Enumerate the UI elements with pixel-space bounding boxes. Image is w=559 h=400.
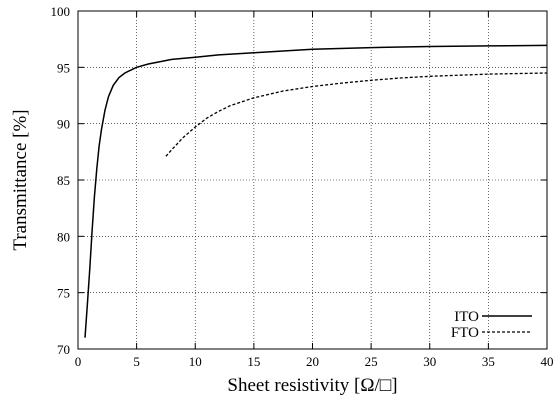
plot-frame	[77, 10, 548, 350]
data-series	[84, 44, 548, 338]
x-tick-label: 25	[365, 354, 378, 369]
x-tick-label: 10	[189, 354, 202, 369]
y-tick-label: 85	[57, 173, 70, 188]
x-tick-label: 40	[541, 354, 554, 369]
y-axis-label: Transmittance [%]	[10, 109, 31, 250]
y-tick-label: 90	[57, 117, 70, 132]
x-tick-label: 15	[247, 354, 260, 369]
legend-label-fto: FTO	[451, 325, 479, 341]
y-tick-label: 75	[57, 286, 70, 301]
series-line-ito	[84, 44, 548, 338]
x-tick-label: 30	[423, 354, 436, 369]
x-tick-label: 5	[133, 354, 140, 369]
y-tick-label: 100	[51, 4, 71, 19]
legend-label-ito: ITO	[454, 309, 479, 325]
x-axis-label: Sheet resistivity [Ω/□]	[227, 375, 397, 396]
series-line-fto	[165, 72, 548, 157]
grid-lines	[78, 11, 547, 349]
x-tick-label: 20	[306, 354, 319, 369]
x-tick-label: 0	[75, 354, 82, 369]
y-tick-label: 80	[57, 229, 70, 244]
y-tick-label: 95	[57, 60, 70, 75]
y-tick-labels: 70 75 80 85 90 95 100	[51, 4, 71, 357]
x-tick-labels: 0 5 10 15 20 25 30 35 40	[75, 354, 554, 369]
x-tick-label: 35	[482, 354, 495, 369]
y-tick-label: 70	[57, 342, 70, 357]
